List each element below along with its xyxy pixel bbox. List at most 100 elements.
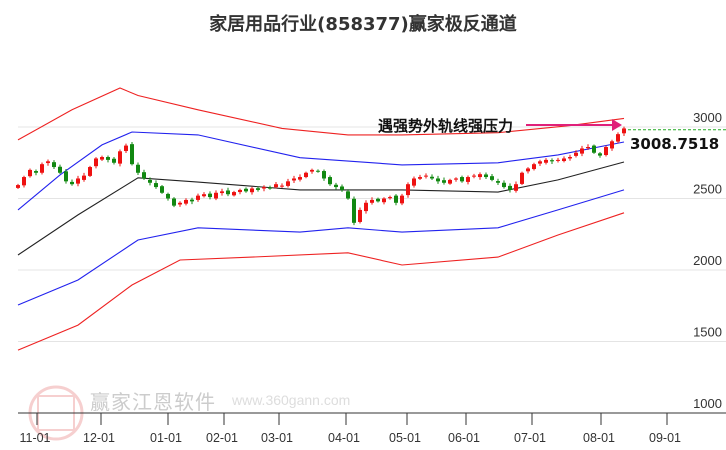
candle-body [610, 141, 614, 149]
watermark-url: www.360gann.com [232, 392, 351, 408]
candle-body [454, 178, 458, 180]
candle-body [196, 195, 200, 200]
arrow-head-icon [612, 119, 622, 131]
candle-body [190, 199, 194, 202]
watermark-text: 赢家江恩软件 [90, 390, 216, 414]
x-tick-label: 01-01 [150, 431, 182, 445]
candle-body [94, 158, 98, 167]
candle-body [28, 169, 32, 177]
candle-body [130, 144, 134, 165]
candle-body [118, 151, 122, 164]
candle-body [142, 172, 146, 179]
candle-body [586, 147, 590, 149]
candle-body [592, 145, 596, 153]
candle-body [214, 192, 218, 199]
candle-body [52, 162, 56, 168]
candle-body [220, 191, 224, 194]
candle-body [400, 195, 404, 204]
candle-body [562, 158, 566, 162]
candle-body [460, 177, 464, 182]
candle-body [436, 178, 440, 182]
candle-body [70, 181, 74, 185]
band-upper-outer [17, 87, 625, 141]
x-tick-label: 05-01 [389, 431, 421, 445]
candle-body [82, 175, 86, 180]
candle-body [148, 179, 152, 183]
candle-body [226, 190, 230, 195]
chart-title: 家居用品行业(858377)赢家极反通道 [209, 14, 517, 35]
candle-body [442, 180, 446, 183]
candle-body [304, 172, 308, 178]
candle-body [340, 186, 344, 190]
candle-body [184, 199, 188, 204]
annotation-value: 3008.7518 [630, 135, 719, 153]
candle-body [160, 186, 164, 193]
candle-body [298, 177, 302, 180]
candle-body [250, 188, 254, 193]
candle-body [208, 193, 212, 198]
candle-body [532, 164, 536, 170]
y-tick-label: 2000 [693, 253, 722, 268]
candle-body [256, 188, 260, 190]
band-middle [17, 161, 625, 256]
candle-body [316, 170, 320, 172]
candle-body [508, 185, 512, 190]
candle-body [502, 182, 506, 188]
candle-body [262, 187, 266, 189]
candle-body [34, 171, 38, 173]
candle-body [64, 171, 68, 182]
candle-body [424, 175, 428, 177]
candle-body [58, 166, 62, 173]
candle-body [328, 177, 332, 185]
candle-body [484, 174, 488, 178]
candle-body [100, 157, 104, 160]
candle-body [76, 178, 80, 184]
candle-body [376, 198, 380, 202]
candle-body [604, 147, 608, 156]
candle-body [370, 199, 374, 203]
x-tick-label: 06-01 [448, 431, 480, 445]
x-tick-label: 12-01 [83, 431, 115, 445]
candle-body [238, 189, 242, 193]
candle-body [448, 179, 452, 184]
candle-body [496, 181, 500, 183]
x-tick-label: 11-01 [19, 431, 50, 445]
candle-body [40, 164, 44, 173]
x-tick-label: 07-01 [514, 431, 546, 445]
x-tick-label: 04-01 [328, 431, 360, 445]
candle-body [418, 177, 422, 179]
candle-body [538, 161, 542, 164]
candle-body [478, 174, 482, 178]
candle-body [274, 184, 278, 188]
band-lower-inner [17, 189, 625, 306]
candle-body [568, 157, 572, 159]
candle-body [622, 128, 626, 134]
candle-body [364, 202, 368, 212]
candle-body [466, 177, 470, 182]
candle-body [334, 184, 338, 188]
candle-body [178, 202, 182, 205]
y-tick-label: 3000 [693, 110, 722, 125]
candle-body [412, 178, 416, 186]
y-tick-label: 2500 [693, 182, 722, 197]
candle-body [46, 161, 50, 164]
candle-body [580, 148, 584, 154]
candle-body [268, 187, 272, 189]
candle-body [550, 160, 554, 162]
candle-body [232, 192, 236, 196]
candle-body [124, 145, 128, 152]
candle-body [388, 197, 392, 199]
candle-body [286, 181, 290, 186]
annotation-text: 遇强势外轨线强压力 [378, 117, 513, 135]
candle-body [358, 209, 362, 222]
x-tick-label: 02-01 [206, 431, 238, 445]
candle-body [526, 168, 530, 172]
candle-body [382, 198, 386, 203]
candle-body [292, 178, 296, 181]
candle-body [430, 176, 434, 179]
candle-body [280, 185, 284, 187]
candle-body [244, 188, 248, 192]
candle-body [202, 194, 206, 197]
band-lower-outer [17, 212, 625, 351]
